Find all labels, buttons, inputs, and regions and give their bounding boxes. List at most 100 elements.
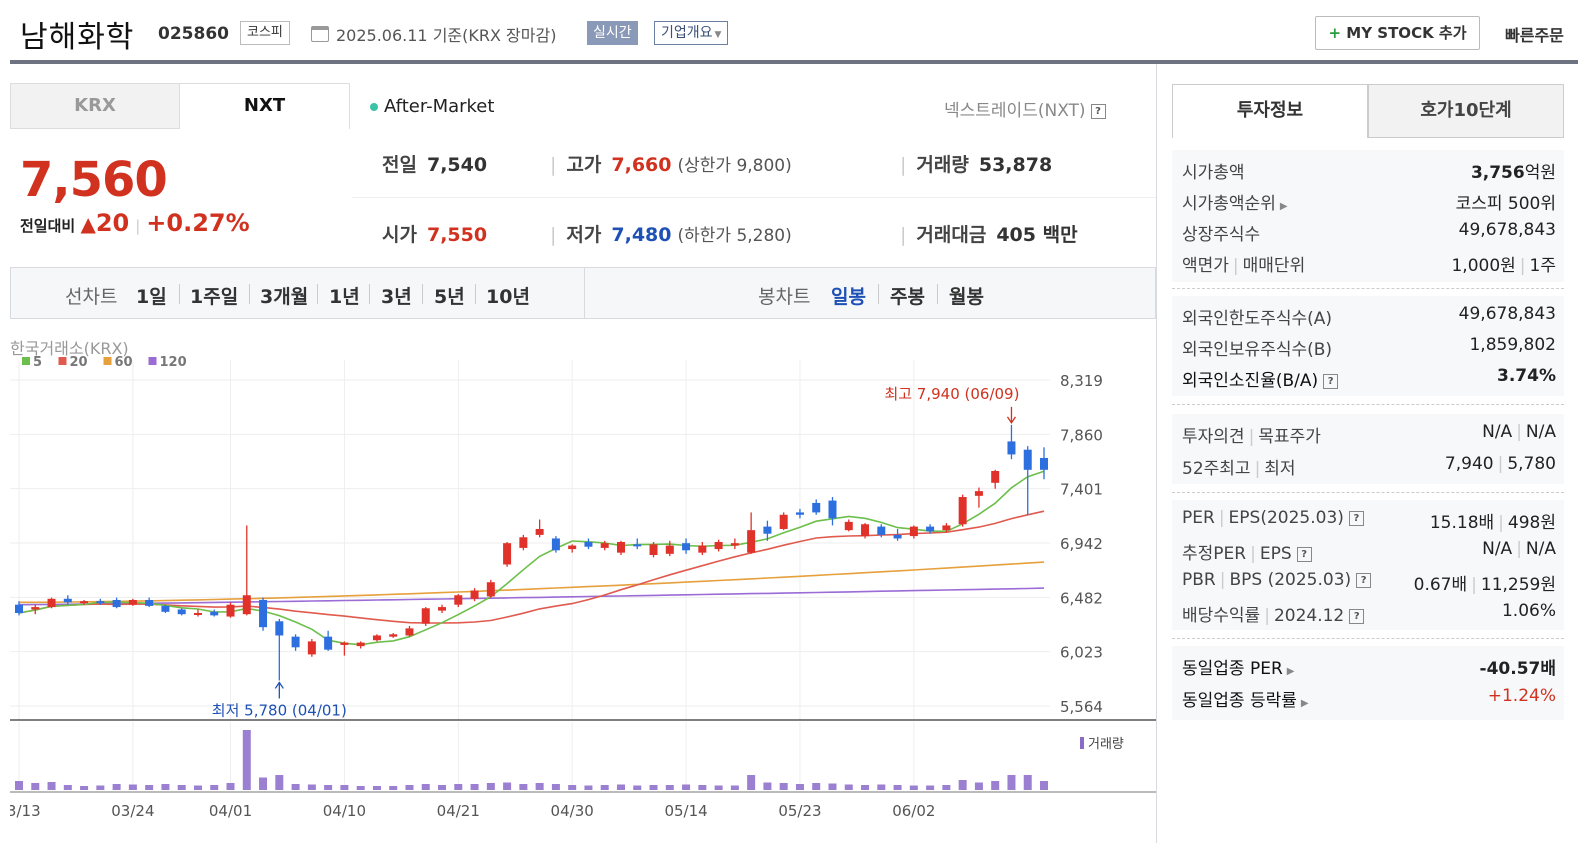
candle-weekly[interactable]: 주봉 (890, 286, 925, 308)
market-badge: 코스피 (240, 21, 290, 45)
row-market-cap-rank[interactable]: 시가총액순위 ▶ 코스피 500위 (1182, 185, 1556, 215)
help-icon[interactable]: ? (1296, 546, 1312, 562)
row-opinion: 투자의견 | 목표주가 N/A | N/A (1182, 422, 1556, 447)
chevron-right-icon: ▶ (1300, 698, 1309, 709)
volume-bar (324, 785, 333, 790)
period-10y[interactable]: 10년 (486, 286, 530, 308)
period-3y[interactable]: 3년 (381, 286, 412, 308)
help-icon[interactable]: ? (1348, 510, 1364, 526)
volume-bar (958, 780, 967, 790)
volume-bar (942, 785, 951, 790)
candle-body (926, 526, 935, 532)
help-icon[interactable]: ? (1356, 572, 1372, 588)
period-1d[interactable]: 1일 (136, 286, 167, 308)
volume-bar (96, 785, 105, 790)
help-icon[interactable]: ? (1090, 103, 1106, 119)
candle-body (242, 595, 251, 615)
help-icon[interactable]: ? (1349, 608, 1365, 624)
candle-body (682, 543, 691, 551)
period-3m[interactable]: 3개월 (260, 286, 309, 308)
add-mystock-button[interactable]: + MY STOCK 추가 (1315, 16, 1480, 50)
x-tick-label: 04/01 (209, 802, 252, 820)
volume-bar (812, 783, 821, 790)
candle-body (275, 621, 284, 636)
chart-source-label: 한국거래소(KRX) (10, 339, 129, 358)
par-label: 액면가 (1182, 256, 1229, 276)
volume-bar (600, 785, 609, 790)
ma5-line (18, 470, 1045, 646)
status-dot-icon (370, 103, 378, 111)
candle-body (861, 524, 870, 537)
volume-bar (909, 785, 918, 790)
price-chart[interactable]: 한국거래소(KRX) 5 20 60 120 8,319 7,860 7,401 6,942… (10, 320, 1156, 843)
candle-body (991, 470, 1000, 483)
candles (15, 424, 1048, 681)
pbr-value: 0.67배 (1413, 575, 1468, 595)
foreign-hold-label: 외국인보유주식수(B) (1182, 340, 1333, 360)
candle-chart-button[interactable]: 봉차트 (758, 286, 811, 308)
stat-row-divider (352, 197, 1156, 198)
y-tick-label: 5,564 (1060, 698, 1103, 716)
base-date: 2025.06.11 기준(KRX 장마감) (336, 26, 557, 45)
candle-body (210, 611, 219, 616)
tab-krx[interactable]: KRX (10, 83, 180, 129)
ma-legend: 5 20 60 120 (22, 355, 187, 370)
row-sector-per[interactable]: 동일업종 PER ▶ -40.57배 (1182, 650, 1556, 680)
tab-orderbook[interactable]: 호가10단계 (1368, 84, 1564, 138)
amount-label: 거래대금 (916, 224, 987, 246)
row-shares: 상장주식수 49,678,843 (1182, 216, 1556, 246)
w52-high-label: 52주최고 (1182, 459, 1251, 479)
candle-body (779, 514, 788, 529)
group-divider (1172, 638, 1564, 639)
nxt-info-link[interactable]: 넥스트레이드(NXT)? (944, 96, 1106, 121)
stat-volume: | 거래량 53,878 (900, 154, 1053, 176)
quick-order-link[interactable]: 빠른주문 (1505, 26, 1564, 45)
candle-body (812, 502, 821, 513)
candle-daily[interactable]: 일봉 (831, 286, 866, 308)
volume-bar (714, 785, 723, 790)
volume-bar (80, 786, 89, 790)
pbr-label: PBR (1182, 570, 1216, 590)
candle-body (958, 497, 967, 525)
x-tick-label: 04/30 (551, 802, 594, 820)
period-5y[interactable]: 5년 (434, 286, 465, 308)
candle-body (974, 491, 983, 496)
period-1w[interactable]: 1주일 (190, 286, 239, 308)
tab-nxt[interactable]: NXT (180, 83, 350, 129)
foreign-limit-label: 외국인한도주식수(A) (1182, 309, 1333, 329)
volume-bar (877, 784, 886, 790)
tab-invest-info[interactable]: 투자정보 (1172, 84, 1368, 138)
row-sector-rate[interactable]: 동일업종 등락률 ▶ +1.24% (1182, 682, 1556, 712)
ma120-line (18, 587, 1045, 606)
line-chart-button[interactable]: 선차트 (65, 286, 118, 308)
candle-body (145, 599, 154, 606)
sector-rate-value: +1.24% (1487, 686, 1556, 706)
candle-body (438, 607, 447, 611)
max-price-label: 최고 7,940 (06/09) (884, 385, 1019, 403)
chart-toolbar: 선차트 1일 1주일 3개월 1년 3년 5년 10년 봉차트 일봉 주봉 월봉 (10, 267, 1156, 319)
bps-value: 11,259원 (1480, 575, 1556, 595)
candle-body (96, 601, 105, 604)
volume-bar (1023, 775, 1032, 790)
max-arrow-icon (1006, 416, 1017, 425)
volume-bar (389, 786, 398, 790)
candle-body (600, 543, 609, 548)
market-cap-value: 3,756 (1470, 163, 1525, 183)
row-foreign-hold: 외국인보유주식수(B) 1,859,802 (1182, 331, 1556, 361)
min-arrow-icon (274, 681, 284, 689)
ma20-line (18, 510, 1045, 624)
volume-bar (503, 782, 512, 790)
volume-bar (795, 784, 804, 790)
candle-body (470, 590, 479, 599)
company-overview-dropdown[interactable]: 기업개요 ▼ (654, 21, 729, 45)
change-label: 전일대비 (20, 217, 76, 235)
help-icon[interactable]: ? (1323, 373, 1339, 389)
volume-bar (291, 784, 300, 790)
period-1y[interactable]: 1년 (329, 286, 360, 308)
est-eps-label: EPS (1259, 544, 1292, 564)
volume-bar (112, 784, 121, 790)
realtime-button[interactable]: 실시간 (587, 21, 638, 45)
volume-bar (893, 785, 902, 790)
candle-monthly[interactable]: 월봉 (949, 286, 984, 308)
candle-body (844, 521, 853, 531)
